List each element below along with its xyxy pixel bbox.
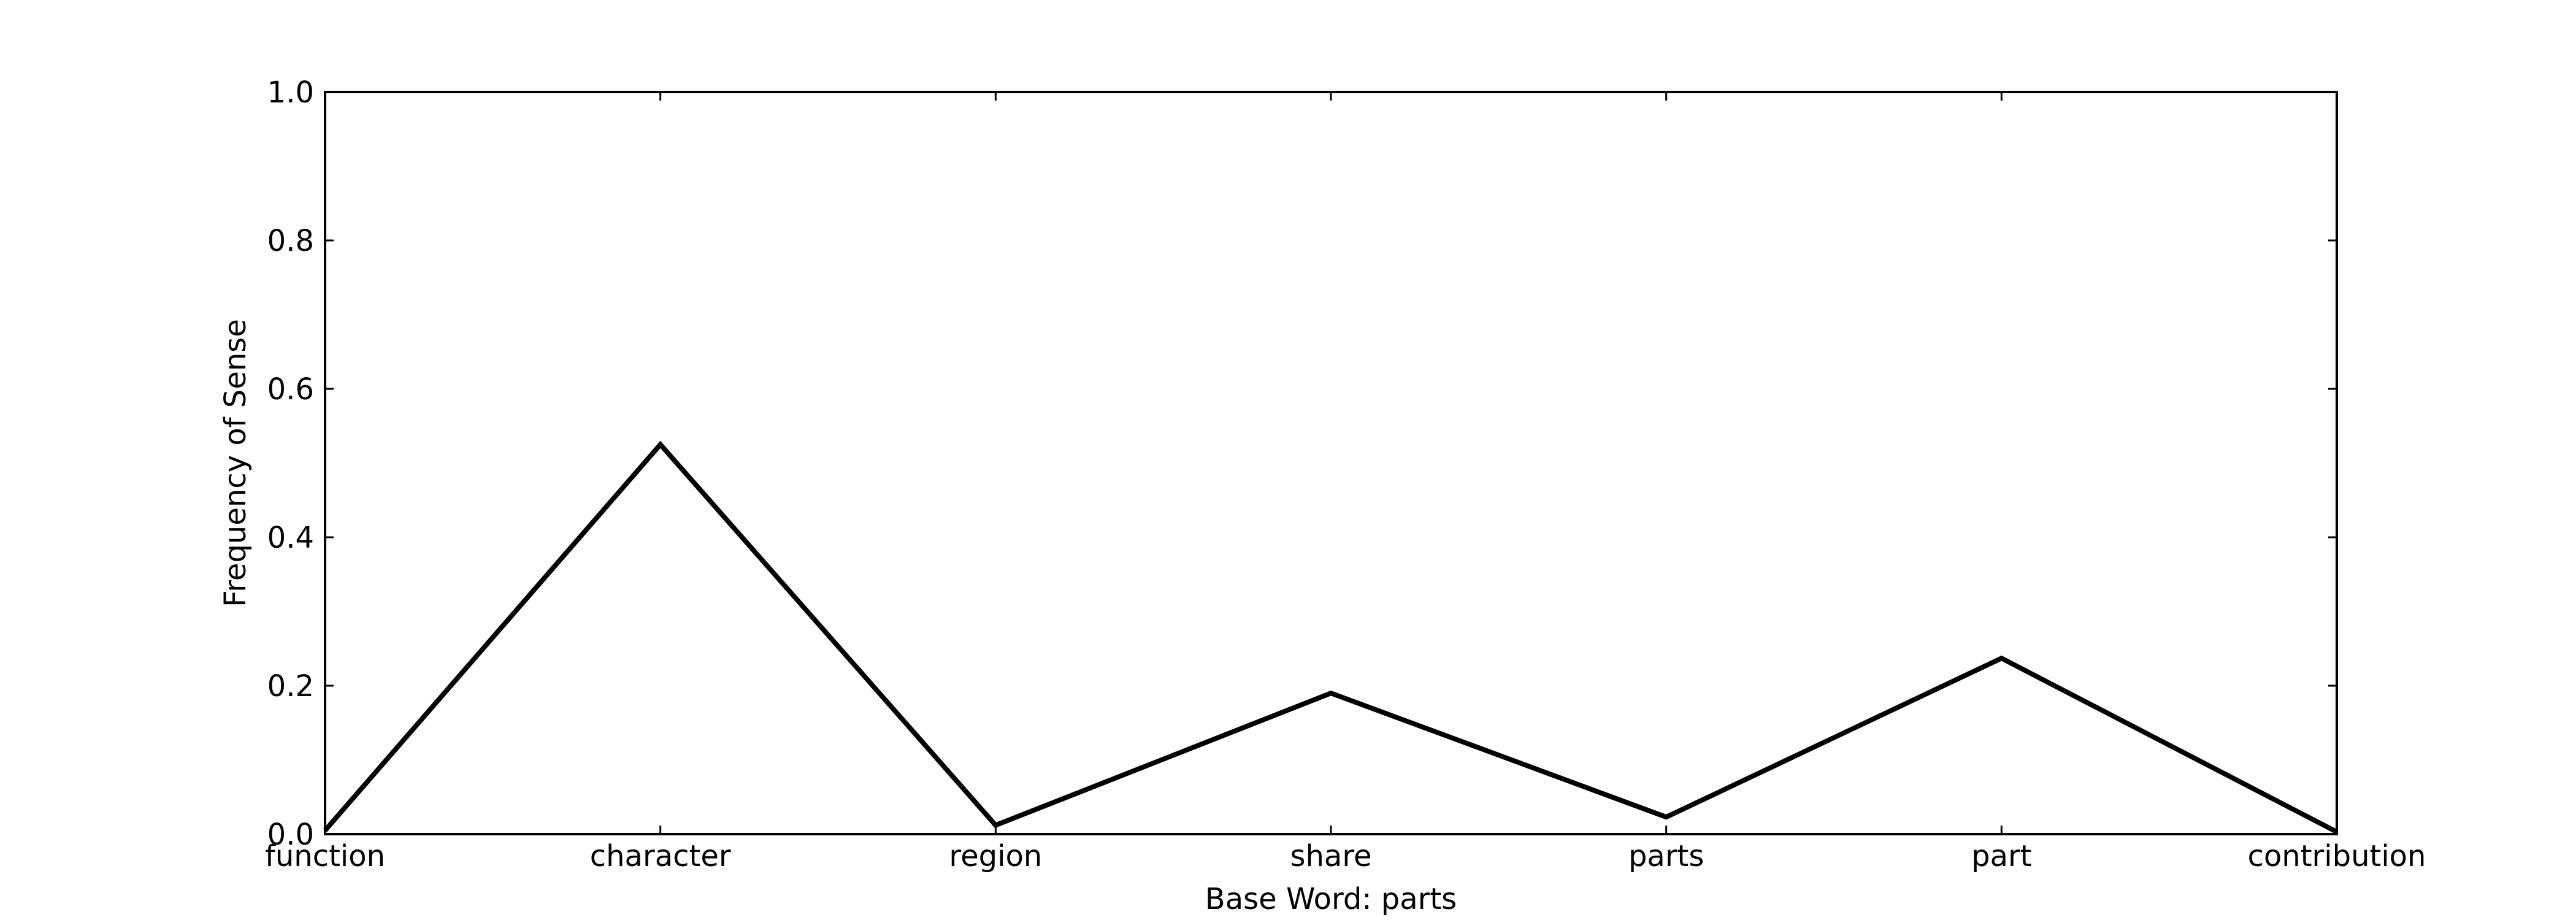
x-tick-label: contribution <box>2248 839 2426 873</box>
x-tick-label: region <box>949 839 1042 873</box>
y-tick-label: 0.4 <box>267 521 314 555</box>
axis-ticks <box>324 91 2338 835</box>
y-tick-label: 0.0 <box>267 818 314 852</box>
plot-frame <box>324 91 2338 835</box>
y-tick-label: 0.8 <box>267 224 314 258</box>
x-tick-label: character <box>590 839 731 873</box>
y-tick-labels: 0.0 0.2 0.4 0.6 0.8 1.0 <box>267 75 314 852</box>
x-tick-labels: function character region share parts part con… <box>265 839 2426 873</box>
y-tick-label: 1.0 <box>267 75 314 110</box>
x-tick-label: share <box>1290 839 1371 873</box>
y-tick-label: 0.6 <box>267 372 314 407</box>
x-tick-label: part <box>1971 839 2031 873</box>
x-tick-label: parts <box>1628 839 1704 873</box>
series-line <box>323 440 2338 834</box>
y-tick-label: 0.2 <box>267 669 314 703</box>
x-tick-label: function <box>265 839 385 873</box>
x-axis-label: Base Word: parts <box>1205 882 1457 916</box>
y-axis-label: Frequency of Sense <box>218 319 253 607</box>
